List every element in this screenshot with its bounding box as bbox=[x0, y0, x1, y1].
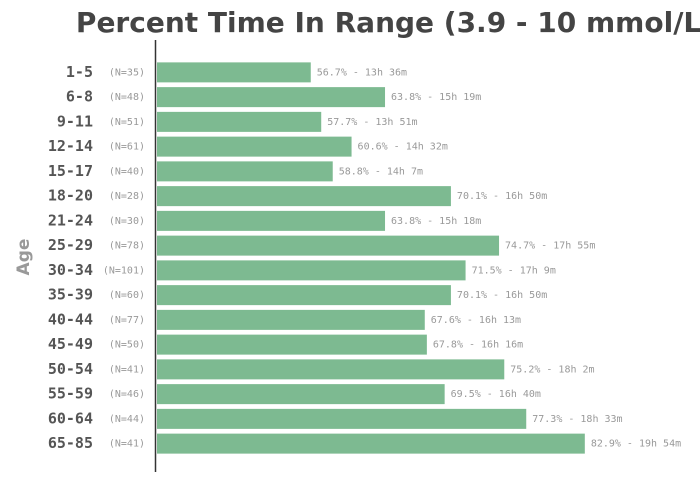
y-tick-label: 55-59 bbox=[48, 385, 93, 403]
sample-size: (N=30) bbox=[109, 216, 145, 227]
y-tick-label: 18-20 bbox=[48, 187, 93, 205]
value-label: 63.8% - 15h 19m bbox=[391, 92, 481, 103]
sample-size: (N=35) bbox=[109, 67, 145, 78]
value-label: 58.8% - 14h 7m bbox=[339, 166, 423, 177]
bar bbox=[157, 285, 451, 306]
value-label: 70.1% - 16h 50m bbox=[457, 191, 547, 202]
value-label: 82.9% - 19h 54m bbox=[591, 439, 681, 450]
sample-size: (N=50) bbox=[109, 340, 145, 351]
value-label: 60.6% - 14h 32m bbox=[358, 142, 448, 153]
value-label: 71.5% - 17h 9m bbox=[472, 265, 556, 276]
bar bbox=[157, 62, 311, 83]
value-label: 56.7% - 13h 36m bbox=[317, 67, 407, 78]
y-tick-label: 15-17 bbox=[48, 162, 93, 180]
sample-size: (N=28) bbox=[109, 191, 145, 202]
value-label: 75.2% - 18h 2m bbox=[510, 364, 594, 375]
y-tick-label: 1-5 bbox=[66, 63, 93, 81]
bar bbox=[157, 87, 386, 108]
y-tick-label: 65-85 bbox=[48, 434, 93, 452]
bar bbox=[157, 334, 427, 355]
y-tick-label: 45-49 bbox=[48, 335, 93, 353]
bar bbox=[157, 136, 352, 157]
y-tick-label: 50-54 bbox=[48, 360, 93, 378]
bar bbox=[157, 260, 466, 281]
sample-size: (N=41) bbox=[109, 364, 145, 375]
y-tick-label: 6-8 bbox=[66, 88, 93, 106]
y-axis-title: Age bbox=[14, 239, 34, 276]
sample-size: (N=40) bbox=[109, 166, 145, 177]
sample-size: (N=101) bbox=[103, 265, 145, 276]
value-label: 57.7% - 13h 51m bbox=[327, 117, 417, 128]
bar bbox=[157, 210, 386, 231]
bar bbox=[157, 408, 527, 429]
sample-size: (N=77) bbox=[109, 315, 145, 326]
value-label: 67.8% - 16h 16m bbox=[433, 340, 523, 351]
value-label: 70.1% - 16h 50m bbox=[457, 290, 547, 301]
y-tick-label: 12-14 bbox=[48, 137, 93, 155]
bar bbox=[157, 384, 445, 405]
y-tick-label: 30-34 bbox=[48, 261, 93, 279]
sample-size: (N=78) bbox=[109, 241, 145, 252]
value-label: 69.5% - 16h 40m bbox=[451, 389, 541, 400]
y-tick-label: 35-39 bbox=[48, 286, 93, 304]
value-label: 77.3% - 18h 33m bbox=[532, 414, 622, 425]
sample-size: (N=61) bbox=[109, 142, 145, 153]
y-tick-label: 25-29 bbox=[48, 236, 93, 254]
bar bbox=[157, 235, 500, 256]
chart-title: Percent Time In Range (3.9 - 10 mmol/L) bbox=[76, 6, 700, 39]
y-tick-label: 9-11 bbox=[57, 112, 93, 130]
bar bbox=[157, 111, 322, 132]
y-tick-label: 40-44 bbox=[48, 310, 93, 328]
bar bbox=[157, 161, 333, 182]
sample-size: (N=51) bbox=[109, 117, 145, 128]
sample-size: (N=46) bbox=[109, 389, 145, 400]
bar bbox=[157, 359, 505, 380]
bar bbox=[157, 309, 425, 330]
value-label: 67.6% - 16h 13m bbox=[431, 315, 521, 326]
y-tick-label: 60-64 bbox=[48, 409, 93, 427]
sample-size: (N=41) bbox=[109, 439, 145, 450]
value-label: 74.7% - 17h 55m bbox=[505, 241, 595, 252]
bar bbox=[157, 186, 451, 207]
bar bbox=[157, 433, 585, 454]
sample-size: (N=44) bbox=[109, 414, 145, 425]
sample-size: (N=48) bbox=[109, 92, 145, 103]
value-label: 63.8% - 15h 18m bbox=[391, 216, 481, 227]
y-tick-label: 21-24 bbox=[48, 211, 93, 229]
sample-size: (N=60) bbox=[109, 290, 145, 301]
